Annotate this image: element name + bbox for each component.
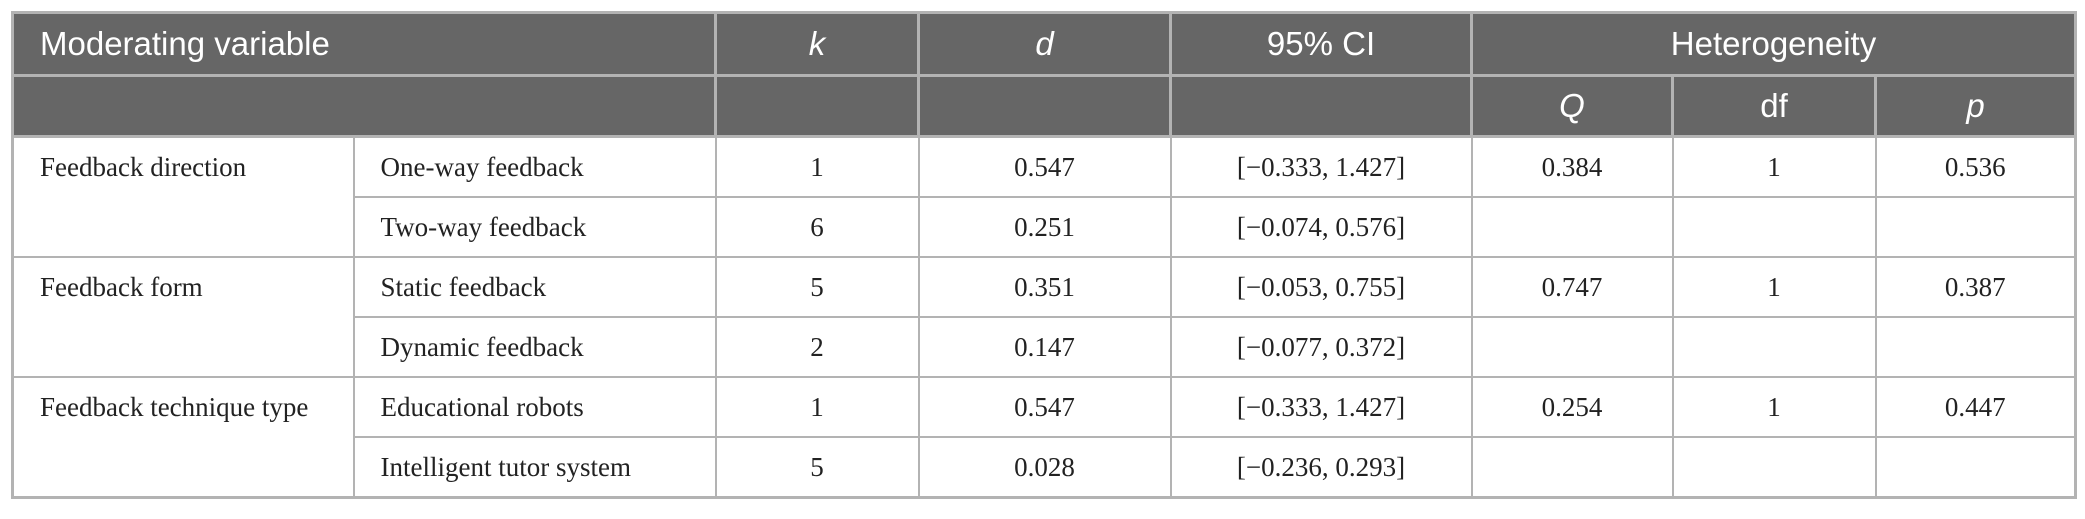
cell-ci: [−0.333, 1.427] — [1169, 135, 1473, 198]
cell-ci: [−0.333, 1.427] — [1169, 376, 1473, 438]
cell-ci: [−0.074, 0.576] — [1169, 196, 1473, 258]
cell-p: 0.536 — [1874, 135, 2077, 198]
header-blank-d — [917, 74, 1172, 138]
cell-k: 6 — [714, 196, 920, 258]
cell-q: 0.254 — [1470, 376, 1674, 438]
cell-p-empty — [1874, 316, 2077, 378]
cell-df: 1 — [1671, 376, 1877, 438]
cell-p-empty — [1874, 436, 2077, 499]
cell-df-empty — [1671, 316, 1877, 378]
subgroup-label: Intelligent tutor system — [352, 436, 717, 499]
group-name: Feedback form — [11, 256, 355, 378]
subgroup-label: One-way feedback — [352, 135, 717, 198]
cell-k: 1 — [714, 376, 920, 438]
cell-d: 0.147 — [917, 316, 1172, 378]
table-row: Feedback form Static feedback 5 0.351 [−… — [11, 256, 2077, 378]
cell-k: 1 — [714, 135, 920, 198]
cell-ci: [−0.053, 0.755] — [1169, 256, 1473, 318]
subgroup-label: Static feedback — [352, 256, 717, 318]
group-name: Feedback technique type — [11, 376, 355, 499]
moderator-table-container: Moderating variable k d 95% CI Heterogen… — [11, 11, 2078, 499]
table-row: Feedback technique type Educational robo… — [11, 376, 2077, 499]
cell-k: 2 — [714, 316, 920, 378]
cell-d: 0.547 — [917, 135, 1172, 198]
table-row: Feedback direction One-way feedback 1 0.… — [11, 135, 2077, 258]
cell-df-empty — [1671, 436, 1877, 499]
group-name: Feedback direction — [11, 135, 355, 258]
header-ci: 95% CI — [1169, 11, 1473, 77]
table-row: Dynamic feedback 2 0.147 [−0.077, 0.372] — [13, 316, 2077, 378]
header-row-2: Q df p — [11, 74, 2078, 138]
cell-p-empty — [1874, 196, 2077, 258]
cell-d: 0.251 — [917, 196, 1172, 258]
table-row: Intelligent tutor system 5 0.028 [−0.236… — [13, 436, 2077, 499]
header-blank-variable — [11, 74, 717, 138]
cell-d: 0.547 — [917, 376, 1172, 438]
header-moderating-variable: Moderating variable — [11, 11, 717, 77]
cell-q-empty — [1470, 316, 1674, 378]
cell-q-empty — [1470, 196, 1674, 258]
cell-k: 5 — [714, 436, 920, 499]
subgroup-label: Educational robots — [352, 376, 717, 438]
header-q: Q — [1470, 74, 1674, 138]
cell-q: 0.384 — [1470, 135, 1674, 198]
table-body: Feedback direction One-way feedback 1 0.… — [11, 135, 2077, 499]
header-blank-ci — [1169, 74, 1473, 138]
header-heterogeneity: Heterogeneity — [1469, 11, 2078, 77]
subgroup-label: Dynamic feedback — [352, 316, 717, 378]
cell-df: 1 — [1671, 256, 1877, 318]
cell-ci: [−0.077, 0.372] — [1169, 316, 1473, 378]
cell-df-empty — [1671, 196, 1877, 258]
header-d: d — [917, 11, 1172, 77]
cell-d: 0.028 — [917, 436, 1172, 499]
header-p: p — [1873, 74, 2078, 138]
header-row-1: Moderating variable k d 95% CI Heterogen… — [11, 11, 2078, 77]
moderator-analysis-table: Moderating variable k d 95% CI Heterogen… — [11, 11, 2078, 499]
table-row: Two-way feedback 6 0.251 [−0.074, 0.576] — [13, 196, 2077, 258]
cell-q: 0.747 — [1470, 256, 1674, 318]
cell-k: 5 — [714, 256, 920, 318]
cell-df: 1 — [1671, 135, 1877, 198]
cell-p: 0.447 — [1874, 376, 2077, 438]
header-k: k — [714, 11, 920, 77]
cell-ci: [−0.236, 0.293] — [1169, 436, 1473, 499]
cell-p: 0.387 — [1874, 256, 2077, 318]
subgroup-label: Two-way feedback — [352, 196, 717, 258]
header-blank-k — [714, 74, 920, 138]
cell-q-empty — [1470, 436, 1674, 499]
cell-d: 0.351 — [917, 256, 1172, 318]
table-header: Moderating variable k d 95% CI Heterogen… — [11, 11, 2078, 138]
header-df: df — [1671, 74, 1877, 138]
